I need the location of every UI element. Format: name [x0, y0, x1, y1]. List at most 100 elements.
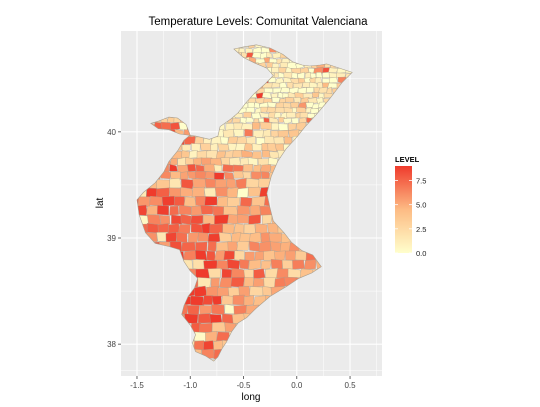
- municipality-region: [194, 331, 206, 342]
- municipality-region: [259, 164, 272, 173]
- municipality-region: [209, 314, 223, 324]
- municipality-region: [227, 136, 239, 145]
- municipality-region: [287, 268, 302, 278]
- municipality-region: [199, 305, 212, 315]
- municipality-region: [279, 241, 291, 253]
- municipality-region: [268, 233, 284, 243]
- municipality-region: [318, 86, 328, 94]
- municipality-region: [216, 241, 230, 253]
- legend-break-label: 7.5: [416, 177, 426, 186]
- municipality-region: [329, 77, 338, 84]
- municipality-region: [240, 197, 253, 208]
- municipality-region: [315, 72, 323, 79]
- municipality-region: [285, 97, 294, 103]
- municipality-region: [197, 313, 212, 324]
- municipality-region: [197, 232, 209, 242]
- municipality-region: [212, 205, 225, 216]
- municipality-region: [204, 171, 215, 179]
- municipality-region: [188, 232, 200, 243]
- municipality-region: [261, 92, 272, 99]
- municipality-region: [271, 82, 281, 88]
- municipality-region: [187, 164, 197, 172]
- municipality-region: [294, 250, 307, 261]
- municipality-region: [286, 112, 297, 118]
- municipality-region: [227, 258, 241, 270]
- municipality-region: [221, 295, 234, 305]
- municipality-region: [283, 71, 294, 79]
- municipality-region: [254, 251, 265, 261]
- municipality-region: [226, 187, 239, 198]
- municipality-region: [316, 81, 324, 89]
- municipality-region: [261, 150, 271, 158]
- municipality-region: [207, 233, 221, 244]
- municipality-region: [222, 129, 234, 138]
- municipality-region: [233, 171, 244, 179]
- municipality-region: [145, 205, 159, 216]
- municipality-region: [242, 171, 252, 180]
- municipality-region: [211, 304, 225, 315]
- municipality-region: [252, 277, 265, 288]
- municipality-region: [306, 87, 314, 93]
- municipality-region: [169, 163, 178, 172]
- y-tick-label: 38: [107, 340, 116, 349]
- municipality-region: [269, 241, 282, 252]
- chart-title: Temperature Levels: Comunitat Valenciana: [148, 16, 368, 28]
- municipality-region: [195, 196, 206, 208]
- legend-break-label: 0.0: [416, 249, 426, 258]
- municipality-region: [311, 92, 320, 98]
- municipality-region: [222, 313, 234, 324]
- municipality-region: [227, 213, 239, 225]
- municipality-region: [270, 259, 283, 270]
- municipality-region: [204, 196, 218, 206]
- municipality-region: [288, 123, 297, 131]
- municipality-region: [168, 187, 182, 198]
- municipality-region: [292, 259, 305, 270]
- municipality-region: [249, 286, 264, 296]
- municipality-region: [251, 52, 262, 59]
- municipality-region: [233, 223, 245, 234]
- y-tick-label: 39: [107, 234, 116, 243]
- municipality-region: [277, 123, 289, 131]
- municipality-region: [216, 196, 229, 208]
- municipality-region: [159, 215, 171, 225]
- municipality-region: [233, 129, 245, 137]
- municipality-region: [215, 150, 227, 159]
- municipality-region: [190, 205, 203, 216]
- municipality-region: [273, 250, 286, 261]
- municipality-region: [263, 87, 274, 94]
- municipality-region: [243, 164, 253, 172]
- municipality-region: [271, 122, 280, 131]
- municipality-region: [322, 72, 330, 78]
- municipality-region: [213, 164, 223, 172]
- municipality-region: [263, 277, 276, 288]
- municipality-region: [243, 111, 252, 119]
- municipality-region: [146, 223, 159, 234]
- municipality-region: [180, 214, 192, 225]
- municipality-region: [201, 222, 211, 234]
- municipality-region: [255, 223, 268, 234]
- municipality-region: [267, 143, 277, 152]
- municipality-region: [169, 157, 178, 167]
- municipality-region: [291, 117, 299, 124]
- municipality-region: [210, 157, 223, 167]
- municipality-region: [276, 268, 290, 279]
- municipality-region: [270, 130, 279, 139]
- municipality-region: [230, 277, 245, 288]
- x-tick-label: 0.0: [291, 381, 303, 390]
- municipality-region: [259, 121, 273, 130]
- legend-colorbar: [395, 166, 412, 253]
- municipality-region: [204, 178, 217, 188]
- municipality-region: [281, 259, 294, 270]
- municipality-region: [236, 241, 250, 251]
- municipality-region: [278, 67, 287, 74]
- municipality-region: [305, 107, 313, 114]
- municipality-region: [217, 143, 230, 151]
- municipality-region: [190, 295, 205, 306]
- municipality-region: [195, 249, 208, 261]
- municipality-region: [253, 102, 261, 109]
- municipality-region: [180, 186, 194, 197]
- municipality-region: [206, 150, 218, 160]
- municipality-region: [178, 205, 192, 215]
- municipality-region: [239, 233, 251, 243]
